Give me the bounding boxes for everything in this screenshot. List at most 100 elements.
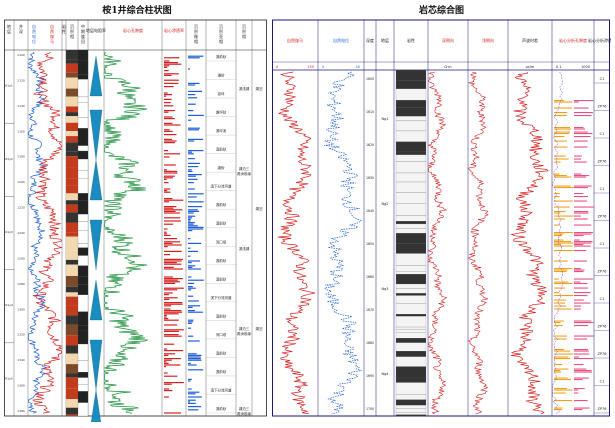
right-permeability-bar <box>574 295 588 297</box>
permeability-bar <box>188 276 192 278</box>
right-porosity-bar <box>554 101 573 103</box>
depth-label: 1280 <box>17 282 25 286</box>
right-lithology-block <box>395 265 427 272</box>
porosity-bar <box>164 246 168 248</box>
gr-scale-min: 0 <box>276 65 278 69</box>
porosity-bar <box>164 228 168 230</box>
conclusion-label: C1 <box>600 380 605 384</box>
micro-facies-label: 滨前砂 <box>216 147 227 152</box>
sub-facies-label-2: 角洲前缘 <box>237 331 251 336</box>
right-permeability-bar <box>574 100 594 102</box>
permeability-bar <box>188 238 191 240</box>
right-lithology-block <box>395 80 427 89</box>
permeability-bar <box>188 322 192 324</box>
right-porosity-bar <box>554 211 566 213</box>
right-depth-label: 1690 <box>366 374 374 378</box>
porosity-bar <box>164 260 182 262</box>
right-porosity-bar <box>554 377 568 379</box>
facies-block <box>77 247 89 256</box>
left-header-4-char: 性 <box>62 28 66 34</box>
left-header-5-char: 积 <box>70 28 74 34</box>
right-permeability-bar <box>574 173 582 175</box>
sp-scale-min: 0 <box>322 65 324 69</box>
porosity-bar <box>164 102 171 104</box>
permeability-bar <box>188 359 202 361</box>
left-header-8: 岩心孔隙度 <box>123 27 143 33</box>
right-porosity-bar <box>554 140 567 142</box>
right-lithology-block <box>395 274 427 285</box>
right-permeability-bar <box>574 370 592 372</box>
right-permeability-bar <box>574 232 593 234</box>
micro-facies-label: 滨前砂 <box>216 350 227 355</box>
porosity-bar <box>164 116 173 118</box>
right-porosity-bar <box>554 271 567 273</box>
porosity-bar <box>164 60 170 62</box>
sub-facies-label: 湖泊三 <box>239 166 250 171</box>
porosity-bar <box>164 244 182 246</box>
conclusion-label: ZP76 <box>598 105 607 109</box>
permeability-bar <box>188 196 197 198</box>
facies-block <box>77 360 89 373</box>
porosity-bar <box>164 153 181 155</box>
right-permeability-bar <box>574 155 582 157</box>
right-lithology-block <box>395 303 427 315</box>
left-header-5-char: 沉 <box>70 23 74 29</box>
ac-unit: μs/m <box>526 65 535 69</box>
right-header-2: 深度 <box>366 37 374 43</box>
left-header-4-char: 岩 <box>62 23 66 29</box>
right-porosity-bar <box>554 364 563 366</box>
right-formation-label: Ng2 <box>381 202 388 206</box>
lithology-block <box>66 112 78 117</box>
facies-block <box>77 311 89 326</box>
facies-block <box>77 60 89 75</box>
depth-label: 1160 <box>17 129 25 133</box>
lithology-block <box>66 264 78 268</box>
permeability-bar <box>188 289 192 291</box>
porosity-bar <box>164 182 169 184</box>
right-permeability-bar <box>574 115 592 117</box>
right-formation-label: Ng3 <box>381 287 388 291</box>
right-depth-label: 1640 <box>366 209 374 213</box>
permeability-bar <box>188 178 198 180</box>
porosity-bar <box>164 122 173 124</box>
porosity-bar <box>164 262 177 264</box>
right-porosity-bar <box>554 244 561 246</box>
right-lithology-block <box>395 408 427 413</box>
right-lithology-block <box>395 405 427 409</box>
micro-facies-label: 滩砂 <box>218 73 225 78</box>
porosity-bar <box>164 258 184 260</box>
cycle-triangle <box>89 279 103 321</box>
lithology-block <box>66 305 78 316</box>
permeability-bar <box>188 295 194 297</box>
porosity-bar <box>164 142 175 144</box>
right-log-panel: 岩芯综合图 自然伽马 自然电位 深度 地层 岩性 深侧向 浅侧向 声波时差 岩心分析孔隙度 岩心分… <box>272 4 611 422</box>
porosity-bar <box>164 242 173 244</box>
permeability-bar <box>188 380 191 382</box>
permeability-bar <box>188 57 200 59</box>
right-lithology-block <box>395 151 427 155</box>
right-permeability-bar <box>574 235 584 237</box>
right-permeability-bar <box>574 211 589 213</box>
right-permeability-bar <box>574 239 580 241</box>
right-formation-label: Ng1 <box>381 117 388 121</box>
left-header-11-char: 积 <box>219 28 223 34</box>
permeability-bar <box>188 306 193 308</box>
lithology-block <box>66 59 78 64</box>
right-porosity-bar <box>554 308 572 310</box>
porosity-bar <box>164 63 182 65</box>
formation-label: K1y3 <box>5 230 13 234</box>
right-lithology-block <box>395 141 427 153</box>
right-lithology-block <box>395 293 427 296</box>
cycle-triangle <box>89 55 103 97</box>
permeability-bar <box>188 406 202 408</box>
right-lithology-block <box>395 253 427 266</box>
right-lithology-block <box>395 316 427 328</box>
right-permeability-bar <box>574 200 587 202</box>
right-lithology-block <box>395 356 427 367</box>
micro-facies-label: 河口坝 <box>216 239 227 244</box>
micro-facies-label: 滨前砂 <box>216 406 227 411</box>
right-permeability-bar <box>574 127 584 129</box>
right-lithology-block <box>395 88 427 101</box>
right-permeability-bar <box>574 140 588 142</box>
